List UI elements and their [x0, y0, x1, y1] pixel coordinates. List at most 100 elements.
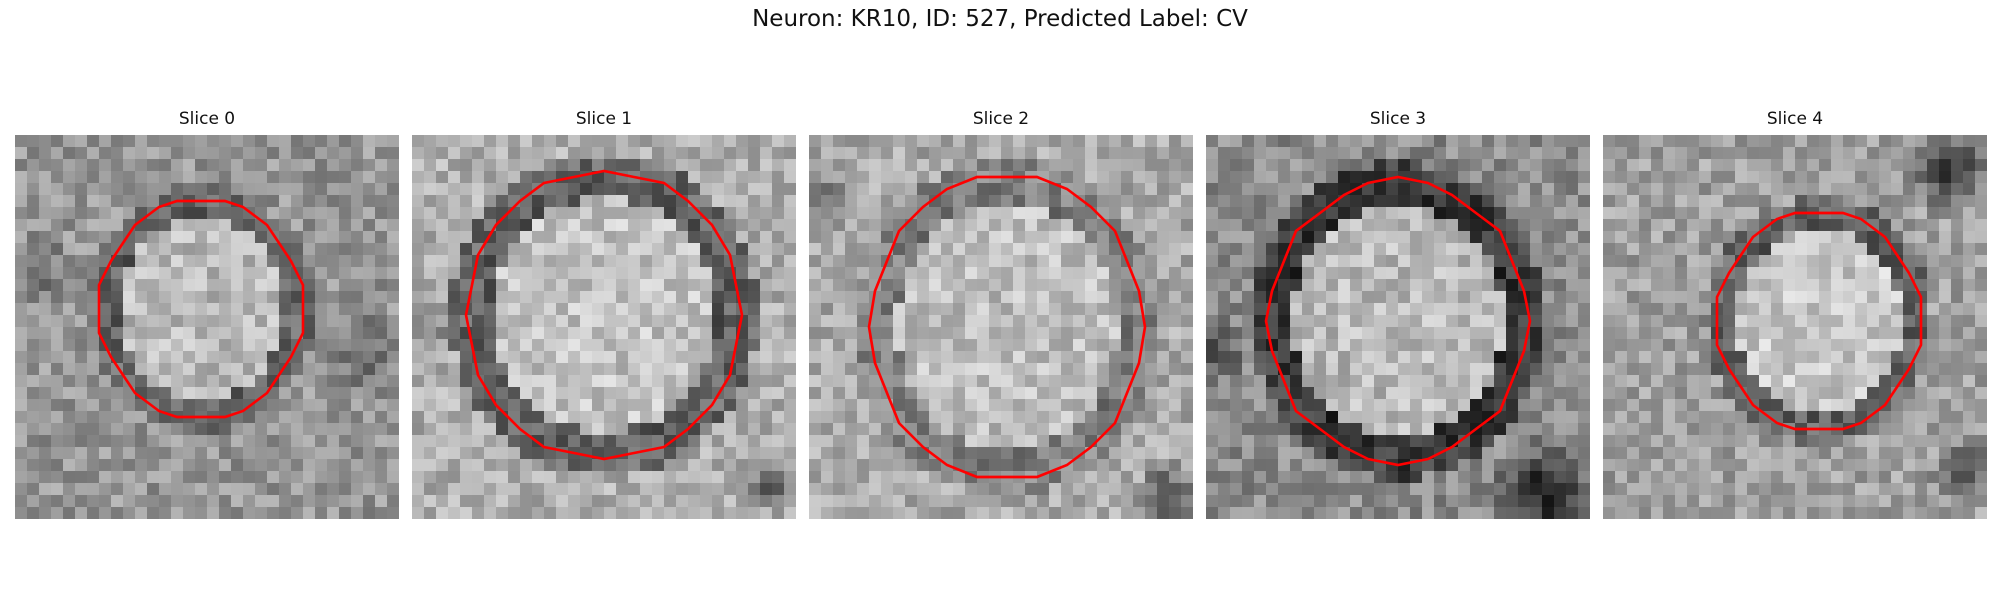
- image-pixel: [1374, 435, 1386, 447]
- image-pixel: [363, 291, 375, 303]
- image-pixel: [472, 507, 484, 519]
- image-pixel: [1350, 159, 1362, 171]
- image-pixel: [424, 447, 436, 459]
- image-pixel: [893, 183, 905, 195]
- image-pixel: [1145, 147, 1157, 159]
- image-pixel: [387, 267, 399, 279]
- image-pixel: [821, 159, 833, 171]
- image-pixel: [1326, 315, 1338, 327]
- image-pixel: [123, 303, 135, 315]
- image-pixel: [279, 135, 291, 147]
- image-pixel: [652, 183, 664, 195]
- image-pixel: [652, 255, 664, 267]
- image-pixel: [700, 375, 712, 387]
- image-pixel: [195, 495, 207, 507]
- image-pixel: [1711, 447, 1723, 459]
- image-pixel: [195, 183, 207, 195]
- image-pixel: [1939, 363, 1951, 375]
- image-pixel: [484, 459, 496, 471]
- image-pixel: [1458, 399, 1470, 411]
- image-pixel: [51, 411, 63, 423]
- image-pixel: [460, 387, 472, 399]
- image-pixel: [1951, 411, 1963, 423]
- image-pixel: [1181, 399, 1193, 411]
- image-pixel: [195, 471, 207, 483]
- image-pixel: [508, 279, 520, 291]
- image-pixel: [1302, 183, 1314, 195]
- image-pixel: [111, 135, 123, 147]
- image-pixel: [75, 351, 87, 363]
- image-pixel: [1723, 423, 1735, 435]
- image-pixel: [1915, 243, 1927, 255]
- image-pixel: [1663, 267, 1675, 279]
- image-pixel: [1855, 231, 1867, 243]
- image-pixel: [1975, 303, 1987, 315]
- image-pixel: [1530, 423, 1542, 435]
- image-pixel: [833, 171, 845, 183]
- image-pixel: [616, 435, 628, 447]
- image-pixel: [772, 303, 784, 315]
- image-pixel: [700, 351, 712, 363]
- image-pixel: [556, 147, 568, 159]
- image-pixel: [123, 171, 135, 183]
- image-pixel: [845, 219, 857, 231]
- image-pixel: [1939, 159, 1951, 171]
- image-pixel: [351, 351, 363, 363]
- image-pixel: [484, 375, 496, 387]
- image-pixel: [784, 207, 796, 219]
- image-pixel: [628, 363, 640, 375]
- image-pixel: [1230, 171, 1242, 183]
- image-pixel: [1747, 363, 1759, 375]
- image-pixel: [748, 375, 760, 387]
- image-pixel: [857, 327, 869, 339]
- image-pixel: [1350, 363, 1362, 375]
- image-pixel: [833, 279, 845, 291]
- image-pixel: [1915, 399, 1927, 411]
- image-pixel: [1025, 279, 1037, 291]
- image-pixel: [881, 411, 893, 423]
- image-pixel: [1506, 315, 1518, 327]
- image-pixel: [1735, 195, 1747, 207]
- image-pixel: [1639, 219, 1651, 231]
- image-pixel: [1494, 303, 1506, 315]
- image-pixel: [1663, 423, 1675, 435]
- image-pixel: [1218, 267, 1230, 279]
- image-pixel: [857, 219, 869, 231]
- image-pixel: [1651, 375, 1663, 387]
- image-pixel: [1434, 351, 1446, 363]
- image-pixel: [303, 423, 315, 435]
- image-pixel: [1049, 195, 1061, 207]
- image-pixel: [327, 219, 339, 231]
- image-pixel: [1242, 255, 1254, 267]
- image-pixel: [255, 183, 267, 195]
- image-pixel: [941, 291, 953, 303]
- image-pixel: [1374, 327, 1386, 339]
- image-pixel: [784, 375, 796, 387]
- image-pixel: [1230, 351, 1242, 363]
- image-pixel: [1494, 459, 1506, 471]
- image-pixel: [905, 339, 917, 351]
- image-pixel: [87, 495, 99, 507]
- image-pixel: [27, 363, 39, 375]
- image-pixel: [111, 171, 123, 183]
- image-pixel: [688, 459, 700, 471]
- image-pixel: [1458, 135, 1470, 147]
- image-pixel: [1675, 459, 1687, 471]
- image-pixel: [1386, 291, 1398, 303]
- image-pixel: [1362, 279, 1374, 291]
- image-pixel: [821, 375, 833, 387]
- image-pixel: [592, 483, 604, 495]
- image-pixel: [1157, 435, 1169, 447]
- image-pixel: [1434, 255, 1446, 267]
- image-pixel: [1254, 411, 1266, 423]
- image-pixel: [1169, 363, 1181, 375]
- image-pixel: [472, 471, 484, 483]
- image-pixel: [1615, 363, 1627, 375]
- image-pixel: [51, 195, 63, 207]
- image-pixel: [207, 147, 219, 159]
- image-pixel: [1494, 423, 1506, 435]
- image-pixel: [1206, 243, 1218, 255]
- image-pixel: [1627, 387, 1639, 399]
- image-pixel: [327, 411, 339, 423]
- image-pixel: [760, 195, 772, 207]
